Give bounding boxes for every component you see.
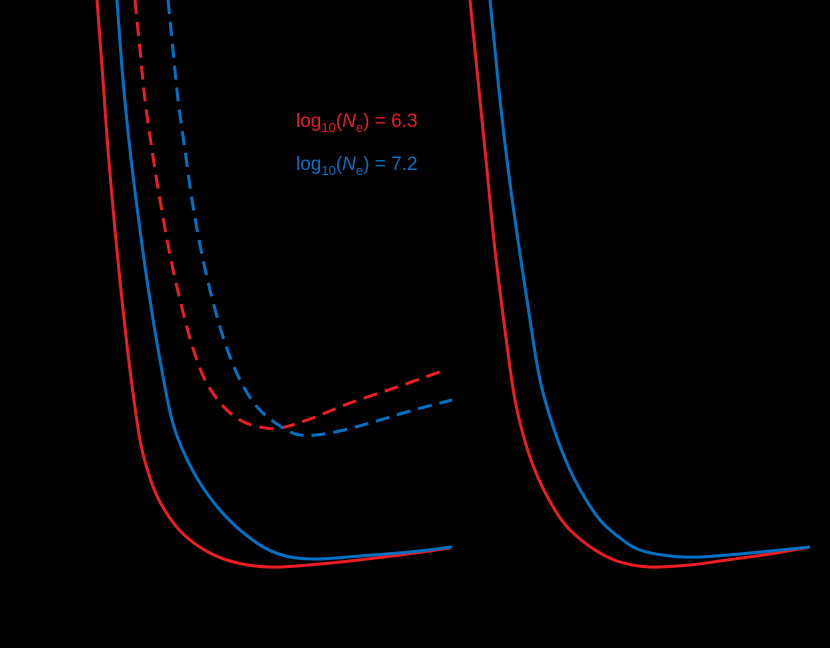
right-series-0-line (468, 0, 811, 569)
right-panel (468, 0, 811, 569)
left-panel (95, 0, 453, 569)
legend: log10(Ne) = 6.3 log10(Ne) = 7.2 (296, 111, 418, 178)
left-series-2-line (133, 0, 446, 431)
legend-entry-red: log10(Ne) = 6.3 (296, 111, 418, 135)
right-series-1-line (488, 0, 811, 559)
left-series-1-line (115, 0, 453, 561)
left-series-0-line (95, 0, 451, 569)
legend-entry-blue: log10(Ne) = 7.2 (296, 154, 418, 178)
